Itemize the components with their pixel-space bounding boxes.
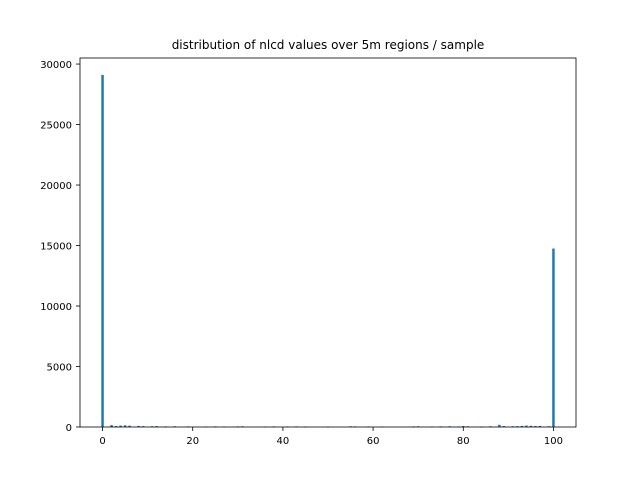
y-tick-label: 20000 <box>40 181 72 192</box>
histogram-bar <box>123 425 127 427</box>
x-tick-label: 0 <box>99 436 105 447</box>
histogram-bar <box>529 425 533 427</box>
x-tick-label: 80 <box>457 436 470 447</box>
histogram-bar <box>516 426 519 427</box>
y-tick-label: 5000 <box>47 363 72 374</box>
histogram-bar <box>502 426 506 427</box>
x-tick-label: 40 <box>277 436 290 447</box>
histogram-bar <box>141 426 145 427</box>
histogram-bar <box>538 425 542 427</box>
x-tick-label: 100 <box>544 436 563 447</box>
histogram-bar <box>101 74 104 427</box>
chart-title: distribution of nlcd values over 5m regi… <box>172 38 485 52</box>
x-tick-label: 60 <box>367 436 380 447</box>
histogram-bar <box>498 424 501 427</box>
histogram-bar <box>137 425 140 427</box>
bars-group <box>101 74 555 428</box>
histogram-bar <box>110 425 113 427</box>
histogram-bar <box>525 425 528 427</box>
histogram-bar <box>128 425 131 427</box>
plot-frame <box>79 57 577 428</box>
histogram-bar <box>534 426 537 427</box>
histogram-bar <box>520 425 524 427</box>
y-tick-label: 10000 <box>40 302 72 313</box>
y-tick-label: 30000 <box>40 60 72 71</box>
axes-group: 0 20 40 60 80 100 0 5000 10000 15000 20000 25000 300… <box>40 57 577 447</box>
x-tick-label: 20 <box>186 436 199 447</box>
histogram-bar <box>119 425 122 427</box>
y-tick-label: 15000 <box>40 242 72 253</box>
histogram-bar <box>552 248 555 427</box>
histogram-bar <box>155 426 158 427</box>
histogram-bar <box>462 426 465 427</box>
histogram-bar <box>114 426 118 427</box>
y-tick-label: 25000 <box>40 121 72 132</box>
y-tick-label: 0 <box>66 423 72 434</box>
